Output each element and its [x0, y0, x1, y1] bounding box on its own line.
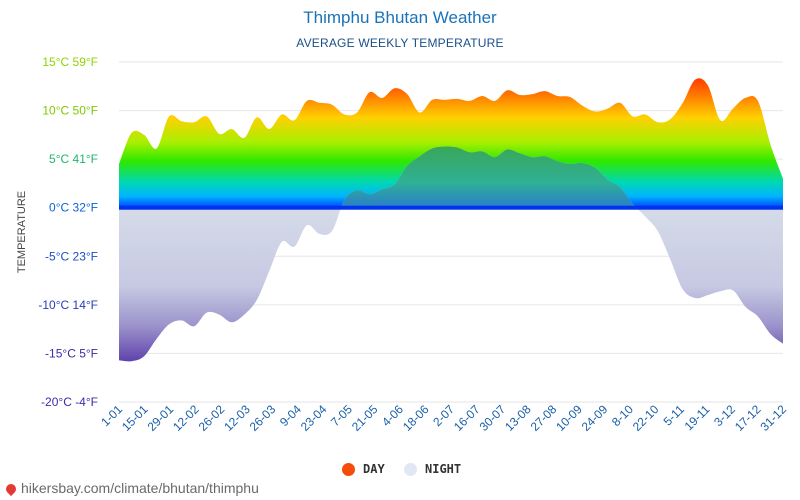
x-tick-label: 12-03: [221, 402, 253, 434]
x-tick-label: 30-07: [477, 402, 509, 434]
x-tick-label: 31-12: [758, 402, 790, 434]
day-dot-icon: [342, 462, 355, 476]
x-tick-label: 10-09: [553, 402, 585, 434]
temperature-chart: 15°C 59°F 10°C 50°F 5°C 41°F 0°C 32°F -5°C 2…: [16, 55, 789, 434]
x-tick-label: 24-09: [579, 402, 611, 434]
x-tick-label: 17-12: [732, 402, 764, 434]
y-tick-label: 10°C 50°F: [42, 104, 98, 118]
y-axis-labels: 15°C 59°F 10°C 50°F 5°C 41°F 0°C 32°F -5°C 2…: [38, 55, 98, 409]
source-link[interactable]: hikersbay.com/climate/bhutan/thimphu: [21, 480, 259, 496]
legend: DAY NIGHT: [0, 462, 800, 482]
map-pin-icon: [3, 481, 19, 496]
legend-label-day: DAY: [363, 462, 385, 476]
y-tick-label: -20°C -4°F: [41, 395, 98, 409]
chart-title: Thimphu Bhutan Weather: [303, 8, 497, 27]
x-tick-label: 15-01: [119, 402, 151, 434]
y-tick-label: 5°C 41°F: [49, 152, 98, 166]
legend-label-night: NIGHT: [425, 462, 462, 476]
y-axis-title: TEMPERATURE: [16, 191, 28, 273]
x-tick-label: 16-07: [451, 402, 483, 434]
zero-line: [119, 205, 783, 210]
x-tick-label: 13-08: [502, 402, 534, 434]
y-tick-label: 15°C 59°F: [42, 55, 98, 69]
x-tick-label: 21-05: [349, 402, 381, 434]
x-tick-label: 18-06: [400, 402, 432, 434]
x-tick-label: 23-04: [298, 402, 330, 434]
x-axis-labels: 1-0115-0129-0112-0226-0212-0326-039-0423…: [98, 402, 789, 434]
chart-subtitle: AVERAGE WEEKLY TEMPERATURE: [296, 36, 504, 50]
x-tick-label: 26-02: [196, 402, 228, 434]
source-footer[interactable]: hikersbay.com/climate/bhutan/thimphu: [3, 480, 259, 496]
series-day-area: [119, 78, 783, 208]
y-tick-label: -5°C 23°F: [45, 249, 98, 263]
legend-item-night[interactable]: NIGHT: [404, 462, 461, 476]
x-tick-label: 12-02: [170, 402, 202, 434]
x-tick-label: 27-08: [528, 402, 560, 434]
night-dot-icon: [404, 462, 417, 476]
x-tick-label: 26-03: [247, 402, 279, 434]
legend-item-day[interactable]: DAY: [342, 462, 385, 476]
y-tick-label: 0°C 32°F: [49, 201, 98, 215]
y-tick-label: -10°C 14°F: [38, 298, 98, 312]
y-tick-label: -15°C 5°F: [45, 346, 98, 360]
x-tick-label: 22-10: [630, 402, 662, 434]
x-tick-label: 19-11: [682, 402, 713, 433]
x-tick-label: 29-01: [145, 402, 177, 434]
